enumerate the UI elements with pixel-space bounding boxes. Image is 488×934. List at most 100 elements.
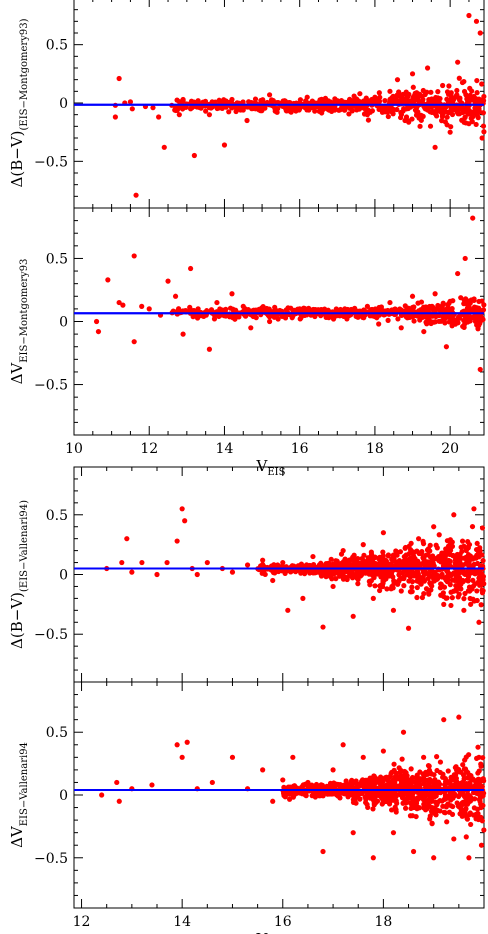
data-point: [448, 106, 454, 112]
data-point: [474, 755, 480, 761]
data-point: [429, 820, 435, 826]
data-point: [164, 559, 170, 566]
data-point: [466, 855, 472, 861]
data-point: [365, 117, 372, 123]
data-point: [463, 795, 469, 801]
data-point: [441, 601, 447, 607]
data-point: [440, 300, 446, 306]
data-point: [353, 778, 359, 784]
data-point: [469, 88, 475, 94]
data-point: [338, 307, 345, 314]
data-point: [433, 542, 439, 548]
y-axis-label-main: ΔV: [8, 825, 26, 848]
data-point: [131, 339, 137, 345]
plot-frame: [73, 207, 485, 436]
data-point: [454, 92, 460, 98]
data-point: [407, 573, 414, 579]
data-point: [317, 97, 323, 103]
data-point: [388, 586, 394, 592]
data-point: [427, 305, 433, 311]
data-point: [275, 316, 281, 322]
y-tick-label: 0.5: [46, 251, 68, 267]
data-point: [371, 554, 377, 560]
data-point: [414, 594, 420, 601]
data-point: [396, 89, 402, 95]
data-point: [342, 99, 348, 105]
panel-top-v-montgomery: −0.500.510 12 14 16 18 20ΔVEIS−Montgomery93VE…: [8, 207, 487, 478]
y-tick-label: 0: [59, 96, 68, 112]
data-point: [312, 108, 318, 114]
data-point: [309, 793, 315, 799]
data-point: [427, 816, 433, 822]
data-point: [365, 792, 372, 798]
data-point: [355, 581, 361, 587]
data-point: [427, 123, 434, 129]
data-point: [405, 625, 412, 631]
data-point: [203, 108, 209, 114]
data-point: [413, 573, 419, 579]
data-point: [463, 806, 469, 812]
data-point: [466, 812, 472, 818]
y-axis-label: Δ(B−V)(EIS−Vallenari94): [8, 500, 30, 649]
data-point: [443, 548, 449, 554]
x-axis-label: VEIS: [256, 930, 286, 934]
x-tick-label: 18: [366, 441, 384, 457]
data-point: [174, 538, 180, 544]
data-point: [342, 556, 348, 562]
data-point: [439, 558, 445, 564]
data-point: [332, 562, 338, 568]
data-point: [477, 30, 483, 36]
data-point: [116, 798, 122, 804]
data-point: [286, 796, 293, 802]
data-point: [479, 135, 485, 141]
data-point: [338, 551, 345, 557]
data-point: [370, 806, 376, 812]
data-point: [453, 583, 459, 589]
data-point: [429, 555, 435, 561]
data-point: [344, 576, 350, 583]
data-point: [449, 319, 455, 325]
data-point: [479, 587, 485, 593]
data-point: [380, 530, 386, 536]
data-point: [456, 714, 462, 720]
data-point: [432, 291, 438, 297]
data-point: [476, 106, 482, 112]
data-point: [345, 794, 351, 800]
data-point: [464, 816, 471, 822]
data-point: [127, 99, 134, 105]
data-point: [466, 121, 472, 127]
data-point: [433, 812, 439, 818]
data-point: [474, 806, 481, 812]
data-point: [264, 305, 270, 312]
data-point: [425, 762, 432, 769]
data-point: [379, 776, 385, 782]
data-point: [418, 117, 424, 123]
data-point: [390, 830, 397, 836]
data-point: [451, 512, 457, 518]
data-point: [370, 595, 376, 601]
data-point: [436, 307, 443, 313]
data-point: [393, 770, 399, 776]
data-point: [399, 756, 405, 762]
data-point: [400, 800, 406, 806]
data-point: [320, 624, 326, 630]
data-point: [422, 793, 429, 799]
data-point: [434, 754, 440, 760]
data-point: [442, 796, 449, 802]
data-point: [119, 559, 125, 566]
data-point: [436, 532, 442, 538]
panel-top-bv-montgomery: −0.5 0 0.5 Δ(B−V)(EIS−Montgomery93): [8, 0, 487, 209]
y-axis-label-main: ΔV: [8, 362, 26, 385]
data-point: [460, 323, 466, 330]
data-point: [389, 807, 395, 813]
data-point: [180, 331, 186, 337]
data-point: [385, 553, 391, 559]
data-point: [476, 619, 482, 625]
data-point: [206, 346, 213, 352]
data-point: [298, 561, 305, 567]
data-point: [409, 793, 416, 800]
data-point: [337, 795, 343, 801]
data-point: [131, 253, 137, 259]
data-point: [461, 766, 467, 772]
data-point: [474, 597, 480, 604]
